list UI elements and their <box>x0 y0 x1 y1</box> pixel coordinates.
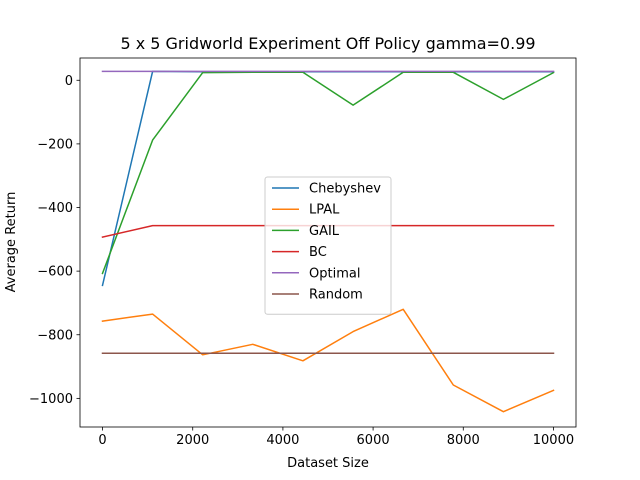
y-axis-label: Average Return <box>4 192 19 293</box>
x-axis-label: Dataset Size <box>287 456 369 471</box>
plot-area <box>101 70 555 413</box>
y-tick-label: −200 <box>37 137 73 152</box>
y-tick-label: −400 <box>37 201 73 216</box>
series-line-gail <box>101 71 555 275</box>
x-tick-label: 4000 <box>266 433 299 448</box>
x-tick-label: 8000 <box>447 433 480 448</box>
legend-entry-gail: GAIL <box>309 224 340 239</box>
legend-entry-chebyshev: Chebyshev <box>309 182 381 197</box>
x-tick-label: 6000 <box>357 433 390 448</box>
chart-title: 5 x 5 Gridworld Experiment Off Policy ga… <box>120 34 535 53</box>
y-tick-label: 0 <box>65 74 73 89</box>
y-tick-label: −800 <box>37 328 73 343</box>
x-tick-label: 2000 <box>176 433 209 448</box>
legend-entry-random: Random <box>309 288 363 303</box>
x-tick-label: 10000 <box>533 433 574 448</box>
x-tick-label: 0 <box>98 433 106 448</box>
legend-entry-lpal: LPAL <box>309 203 340 218</box>
series-line-lpal <box>101 308 555 413</box>
axes: 0 2000 4000 6000 8000 10000 0 −200 −400 −600 −800 −… <box>29 57 577 448</box>
axes-frame <box>79 57 577 428</box>
legend-entry-bc: BC <box>309 245 327 260</box>
legend-box <box>264 176 392 315</box>
y-tick-label: −1000 <box>29 392 73 407</box>
legend: Chebyshev LPAL GAIL BC Optimal Random <box>264 176 392 315</box>
legend-entry-optimal: Optimal <box>309 266 360 281</box>
y-tick-label: −600 <box>37 265 73 280</box>
